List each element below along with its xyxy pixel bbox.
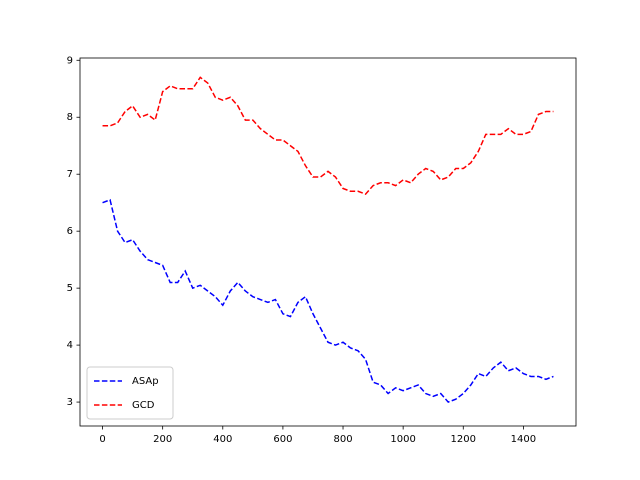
- y-tick-label: 9: [67, 55, 73, 66]
- series-line: [102, 198, 554, 403]
- y-tick-label: 8: [67, 112, 73, 123]
- series-line: [102, 76, 554, 196]
- x-tick-label: 1200: [451, 434, 476, 445]
- y-tick-label: 4: [67, 340, 73, 351]
- x-tick-label: 0: [99, 434, 105, 445]
- x-tick-label: 1400: [511, 434, 536, 445]
- legend-label: ASAp: [132, 376, 159, 387]
- y-tick-label: 3: [67, 397, 73, 408]
- y-tick-label: 5: [67, 283, 73, 294]
- legend-label: GCD: [132, 400, 155, 411]
- x-tick-label: 600: [273, 434, 292, 445]
- x-tick-label: 800: [333, 434, 352, 445]
- y-tick-label: 7: [67, 169, 73, 180]
- plot-frame: [79, 57, 577, 427]
- legend: ASAp GCD: [86, 366, 174, 420]
- x-tick-label: 200: [153, 434, 172, 445]
- legend-box: [86, 366, 174, 420]
- y-tick-label: 6: [67, 226, 73, 237]
- x-tick-label: 400: [213, 434, 232, 445]
- x-tick-label: 1000: [390, 434, 415, 445]
